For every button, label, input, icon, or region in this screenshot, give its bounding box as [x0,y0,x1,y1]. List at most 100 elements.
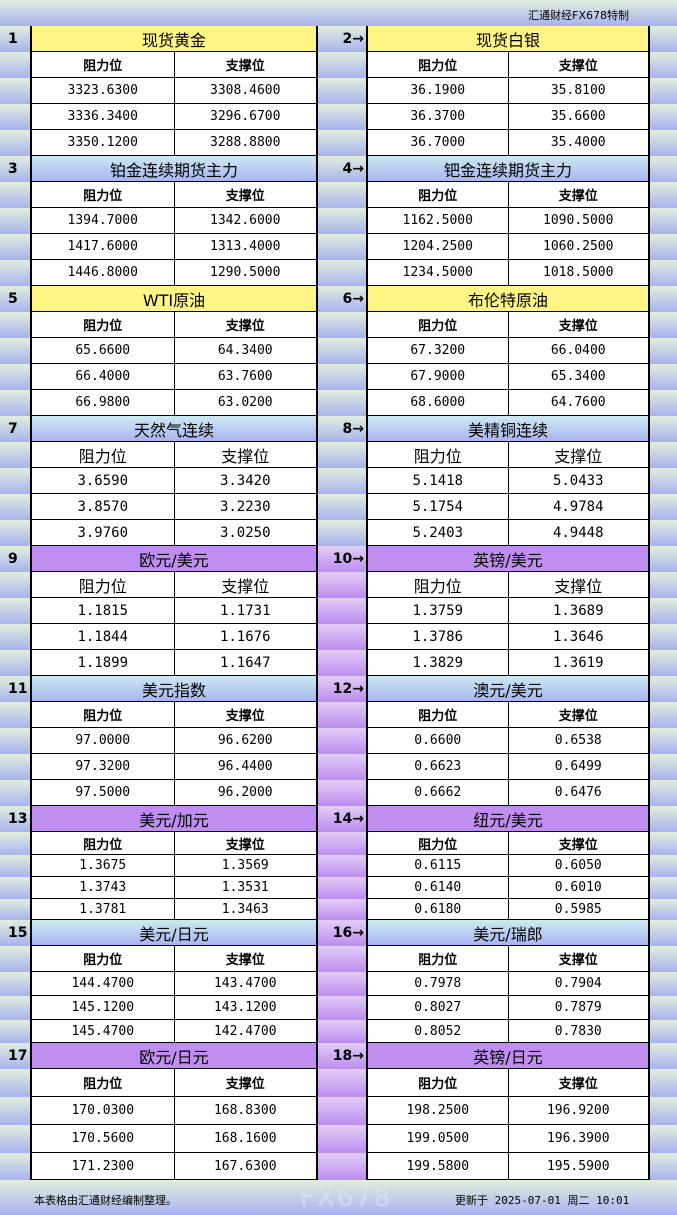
section-number-arrow: 2→ [316,26,368,52]
instrument-title: 现货黄金 [32,26,316,52]
support-value: 196.3900 [546,1131,610,1146]
resistance-value: 170.5600 [32,1125,175,1152]
support-value: 168.8300 [213,1103,277,1118]
resistance-value: 1204.2500 [368,234,509,259]
column-header-row: 阻力位 支撑位 [368,312,648,338]
support-value: 0.6499 [554,759,602,774]
stripe-cell [0,494,30,520]
quote-panel-right: 钯金连续期货主力 阻力位 支撑位 1162.5000 1090.5000 1204.250… [366,156,650,286]
resistance-value: 145.1200 [32,996,175,1019]
instrument-title: 现货白银 [368,26,648,52]
stripe-cell [0,598,30,624]
resistance-value: 68.6000 [368,390,509,415]
support-value: 1.1731 [219,602,271,619]
stripe-cell [0,754,30,780]
stripe-cell [0,624,30,650]
resistance-value: 0.6115 [368,855,509,876]
table-row: 3336.3400 3296.6700 [32,104,316,130]
stripe-cell [316,208,368,234]
stripe-cell [648,728,677,754]
resistance-header: 阻力位 [368,52,509,77]
support-value: 1.1647 [219,654,271,671]
column-header-row: 阻力位 支撑位 [32,832,316,855]
table-row: 3.8570 3.2230 [32,494,316,520]
resistance-header: 阻力位 [32,702,175,727]
table-row: 97.5000 96.2000 [32,780,316,806]
resistance-value: 199.0500 [368,1125,509,1152]
table-row: 1.3743 1.3531 [32,877,316,899]
support-header: 支撑位 [554,446,603,466]
quote-panel-left: 美元/日元 阻力位 支撑位 144.4700 143.4700 145.1200 143.1… [30,920,318,1043]
section-number: 13 [0,806,30,832]
instrument-title: 英镑/美元 [368,546,648,572]
support-value: 1.3689 [552,602,604,619]
support-value: 65.3400 [550,369,606,384]
quote-panel-left: WTI原油 阻力位 支撑位 65.6600 64.3400 66.4000 63.7600 6… [30,286,318,416]
support-value: 1.3531 [221,880,269,895]
resistance-value: 170.0300 [32,1097,175,1124]
resistance-value: 5.1754 [368,494,509,519]
stripe-cell [648,494,677,520]
resistance-value: 0.6600 [368,728,509,753]
stripe-cell [0,650,30,676]
column-header-row: 阻力位 支撑位 [32,946,316,972]
stripe-cell [316,338,368,364]
support-value: 96.4400 [217,759,273,774]
resistance-value: 1394.7000 [32,208,175,233]
section-number-arrow: 4→ [316,156,368,182]
instrument-title: 美精铜连续 [368,416,648,442]
support-header: 支撑位 [554,576,603,596]
table-row: 0.6115 0.6050 [368,855,648,877]
stripe-cell [648,468,677,494]
table-row: 67.3200 66.0400 [368,338,648,364]
support-value: 4.9784 [552,498,604,515]
resistance-header: 阻力位 [368,946,509,971]
stripe-cell [648,676,677,702]
stripe-cell [316,728,368,754]
table-row: 1446.8000 1290.5000 [32,260,316,286]
table-row: 3.6590 3.3420 [32,468,316,494]
stripe-cell [648,130,677,156]
column-header-row: 阻力位 支撑位 [32,52,316,78]
stripe-cell [648,855,677,877]
stripe-cell [648,946,677,972]
brand-label: 汇通财经FX678特制 [528,9,629,22]
resistance-header: 阻力位 [32,312,175,337]
resistance-value: 1446.8000 [32,260,175,285]
resistance-value: 1.3759 [368,598,509,623]
table-row: 97.3200 96.4400 [32,754,316,780]
support-value: 3.0250 [219,524,271,541]
resistance-value: 1.3743 [32,877,175,898]
stripe-cell [0,182,30,208]
resistance-header: 阻力位 [32,52,175,77]
column-header-row: 阻力位 支撑位 [32,702,316,728]
stripe-cell [0,520,30,546]
table-row: 171.2300 167.6300 [32,1153,316,1180]
support-value: 64.7600 [550,395,606,410]
support-value: 0.7904 [554,976,602,991]
support-value: 195.5900 [546,1158,610,1174]
stripe-cell [316,312,368,338]
stripe-cell [316,946,368,972]
stripe-cell [648,1020,677,1043]
section-number-arrow: 16→ [316,920,368,946]
stripe-cell [0,364,30,390]
quote-panel-right: 布伦特原油 阻力位 支撑位 67.3200 66.0400 67.9000 65.3400 6… [366,286,650,416]
quote-panel-left: 欧元/日元 阻力位 支撑位 170.0300 168.8300 170.5600 168.1… [30,1043,318,1180]
stripe-cell [316,234,368,260]
stripe-cell [316,877,368,899]
support-value: 1.1676 [219,628,271,645]
table-row: 1.3759 1.3689 [368,598,648,624]
resistance-value: 67.3200 [368,338,509,363]
stripe-cell [648,338,677,364]
support-value: 1.3619 [552,654,604,671]
table-row: 170.5600 168.1600 [32,1125,316,1153]
stripe-cell [0,728,30,754]
resistance-value: 3350.1200 [32,130,175,155]
table-row: 3323.6300 3308.4600 [32,78,316,104]
section-number: 11 [0,676,30,702]
support-value: 168.1600 [213,1131,277,1146]
resistance-value: 144.4700 [32,972,175,995]
quote-panel-right: 美精铜连续 阻力位 支撑位 5.1418 5.0433 5.1754 4.9784 5.240… [366,416,650,546]
stripe-cell [316,390,368,416]
